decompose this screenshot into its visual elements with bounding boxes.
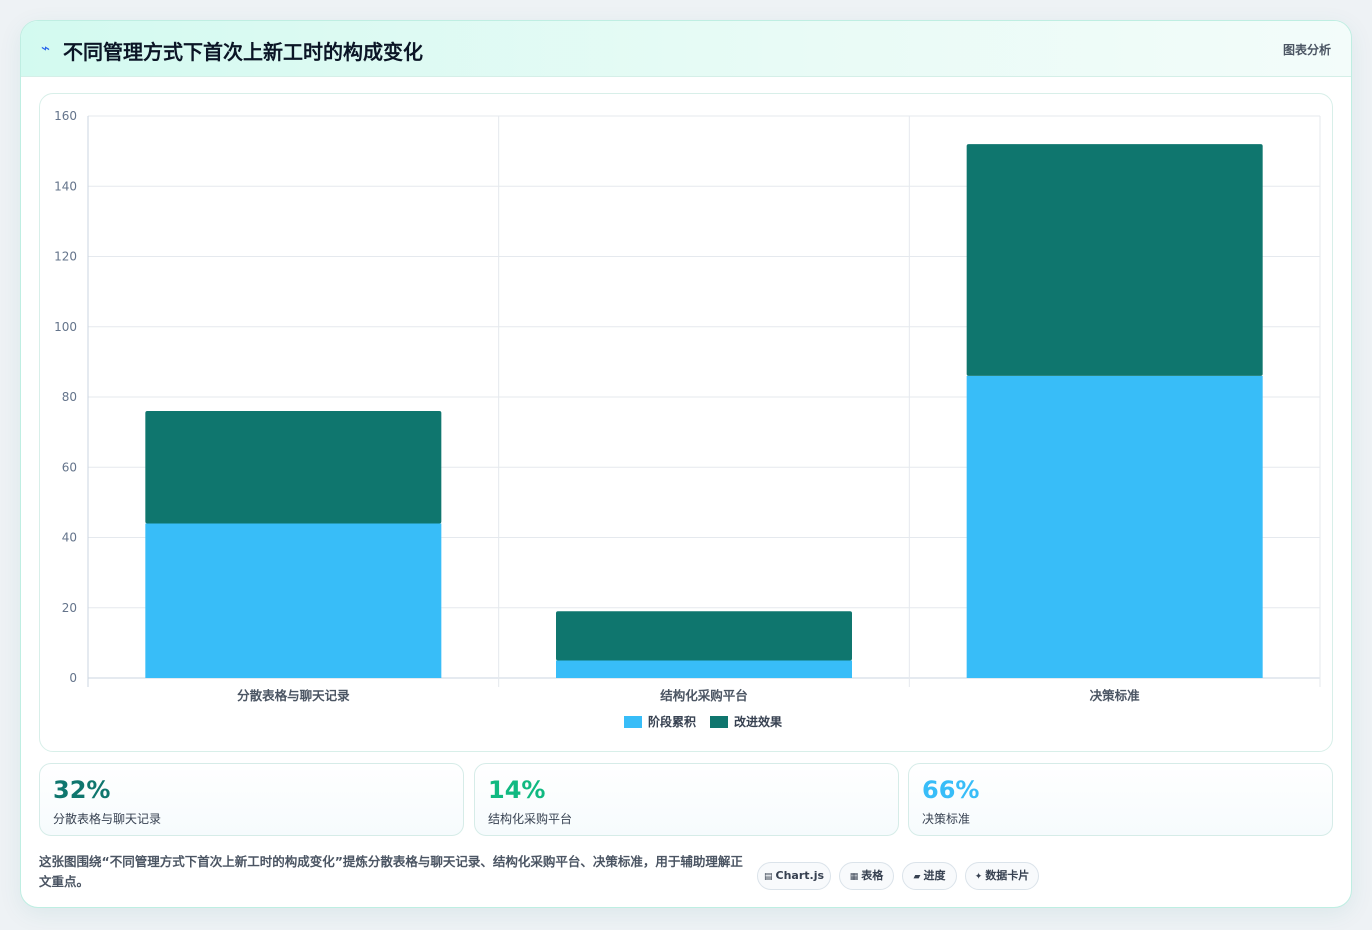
legend-label: 阶段累积 <box>648 714 696 729</box>
stat-value: 32% <box>53 776 111 804</box>
stat-card-3: 66% 决策标准 <box>908 763 1333 836</box>
y-tick-label: 120 <box>54 250 77 264</box>
sparkle-icon: ✦ <box>974 872 983 882</box>
legend-label: 改进效果 <box>734 714 782 729</box>
stat-card-2: 14% 结构化采购平台 <box>474 763 899 836</box>
chip-data-cards[interactable]: ✦ 数据卡片 <box>965 862 1039 890</box>
chip-progress[interactable]: ▰ 进度 <box>902 862 957 890</box>
legend-swatch <box>710 716 728 728</box>
card-header: ⌁ 不同管理方式下首次上新工时的构成变化 图表分析 <box>21 21 1351 77</box>
bar-segment <box>145 523 442 678</box>
page-title: 不同管理方式下首次上新工时的构成变化 <box>63 40 423 64</box>
progress-icon: ▰ <box>913 872 921 882</box>
stacked-bar-chart: 0 20 40 60 80 100 120 140 160 分散表格与聊天记录 结构化采购平台 决策标… <box>54 109 1321 729</box>
legend-swatch <box>624 716 642 728</box>
stat-label: 结构化采购平台 <box>488 812 573 826</box>
y-tick-label: 80 <box>62 390 77 404</box>
chart-card: ⌁ 不同管理方式下首次上新工时的构成变化 图表分析 0 20 40 60 80 100 12… <box>20 20 1352 908</box>
x-tick-label: 分散表格与聊天记录 <box>237 688 350 703</box>
bar-segment <box>556 660 852 678</box>
stat-label: 决策标准 <box>922 812 971 826</box>
y-tick-label: 0 <box>69 671 77 685</box>
stat-value: 14% <box>488 776 546 804</box>
y-tick-label: 140 <box>54 179 77 193</box>
x-tick-label: 结构化采购平台 <box>660 688 748 703</box>
bar-segment <box>966 144 1263 376</box>
bar-segment <box>966 375 1263 678</box>
y-tick-label: 100 <box>54 320 77 334</box>
table-icon: ▦ <box>849 872 859 882</box>
y-tick-label: 20 <box>62 601 77 615</box>
chart-analysis-tag: 图表分析 <box>1282 43 1331 57</box>
chart-icon: ▤ <box>763 872 773 882</box>
bar-segment <box>145 411 442 524</box>
stat-card-1: 32% 分散表格与聊天记录 <box>39 763 464 836</box>
y-tick-label: 40 <box>62 531 77 545</box>
chip-table[interactable]: ▦ 表格 <box>839 862 894 890</box>
stat-value: 66% <box>922 776 980 804</box>
trend-icon: ⌁ <box>41 39 51 57</box>
bar-segment <box>556 611 852 661</box>
chart-description: 这张图围绕“不同管理方式下首次上新工时的构成变化”提炼分散表格与聊天记录、结构化… <box>39 854 743 889</box>
chart-container: 0 20 40 60 80 100 120 140 160 分散表格与聊天记录 结构化采购平台 决策标… <box>39 93 1333 752</box>
stat-label: 分散表格与聊天记录 <box>53 812 162 826</box>
chip-chartjs[interactable]: ▤ Chart.js <box>757 862 831 890</box>
y-tick-label: 60 <box>62 460 77 474</box>
x-tick-label: 决策标准 <box>1090 688 1141 703</box>
y-tick-label: 160 <box>54 109 77 123</box>
